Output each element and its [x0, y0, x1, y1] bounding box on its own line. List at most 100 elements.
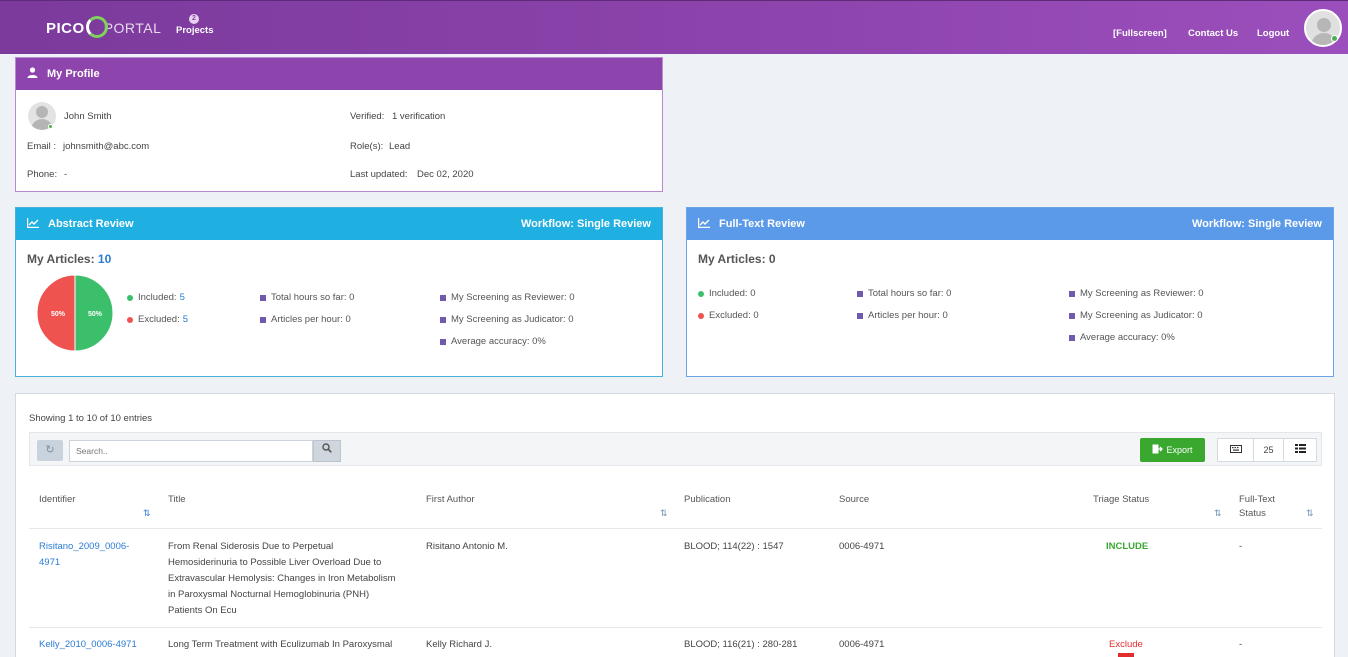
square-bullet-icon — [440, 294, 446, 301]
col-triage-status[interactable]: Triage Status — [1093, 494, 1150, 505]
col-title[interactable]: Title — [168, 494, 186, 505]
included-count[interactable]: 5 — [179, 292, 185, 303]
chart-line-icon — [697, 217, 710, 231]
search-icon — [322, 443, 332, 453]
excluded-label: Excluded: — [138, 314, 180, 325]
entries-info: Showing 1 to 10 of 10 entries — [29, 413, 153, 424]
keyboard-icon[interactable] — [1218, 439, 1254, 461]
sort-identifier-icon[interactable]: ⇅ — [143, 508, 151, 518]
exclude-indicator-bar — [1118, 653, 1134, 657]
pie-slice-included[interactable] — [74, 274, 114, 352]
col-fulltext-status-2[interactable]: Status — [1239, 508, 1266, 519]
export-icon — [1152, 444, 1164, 456]
included-label: Included: — [138, 292, 177, 303]
row1-title-line: Patients On Ecu — [168, 605, 237, 616]
row1-identifier-line1: Risitano_2009_0006- — [39, 541, 130, 552]
row-divider — [29, 627, 1322, 628]
abstract-accuracy: Average accuracy: 0% — [440, 336, 546, 347]
as-judicator-text: My Screening as Judicator: 0 — [451, 314, 574, 325]
fullscreen-link[interactable]: [Fullscreen] — [1113, 28, 1167, 39]
col-source[interactable]: Source — [839, 494, 870, 505]
roles-label: Role(s): — [350, 141, 384, 152]
logout-link[interactable]: Logout — [1257, 28, 1290, 39]
my-profile-panel: My Profile John Smith Email : johnsmith@… — [15, 57, 663, 192]
table-toolbar: ↻ Export 25 — [29, 432, 1322, 466]
excluded-dot-icon — [127, 316, 133, 323]
my-articles-count[interactable]: 10 — [97, 252, 112, 266]
profile-title: My Profile — [47, 68, 100, 80]
articles-per-hour-text: Articles per hour: 0 — [271, 314, 351, 325]
fulltext-as-reviewer: My Screening as Reviewer: 0 — [1069, 288, 1204, 299]
nav-projects[interactable]: 2 Projects — [176, 14, 214, 36]
row1-title-line: in Paroxysmal Nocturnal Hemoglobinuria (… — [168, 589, 370, 600]
row1-triage-status[interactable]: INCLUDE — [1106, 541, 1149, 552]
square-bullet-icon — [857, 312, 863, 319]
square-bullet-icon — [857, 290, 863, 297]
as-judicator-text: My Screening as Judicator: 0 — [1080, 310, 1203, 321]
abstract-articles-per-hour: Articles per hour: 0 — [260, 314, 351, 325]
user-avatar[interactable] — [1304, 9, 1342, 47]
online-status-icon — [1331, 35, 1338, 42]
pie-slice-excluded[interactable] — [36, 274, 76, 352]
row2-author: Kelly Richard J. — [426, 639, 492, 650]
row2-triage-status[interactable]: Exclude — [1109, 639, 1143, 650]
avatar-body-shape — [1311, 33, 1337, 45]
col-first-author[interactable]: First Author — [426, 494, 475, 505]
row1-source: 0006-4971 — [839, 541, 885, 552]
phone-label: Phone: — [27, 169, 58, 180]
avatar-head-shape — [36, 106, 48, 118]
row1-identifier-line2: 4971 — [39, 557, 61, 568]
pie-label-included: 50% — [88, 311, 103, 318]
search-input[interactable] — [69, 440, 313, 462]
fulltext-excluded-stat: Excluded: 0 — [698, 310, 759, 321]
sort-author-icon[interactable]: ⇅ — [660, 508, 668, 518]
fulltext-workflow: Workflow: Single Review — [1192, 218, 1322, 230]
list-view-icon[interactable] — [1284, 439, 1316, 461]
square-bullet-icon — [1069, 334, 1075, 341]
top-navbar: PICO PORTAL 2 Projects [Fullscreen] Cont… — [0, 0, 1348, 54]
email-label: Email : — [27, 141, 57, 152]
as-reviewer-text: My Screening as Reviewer: 0 — [451, 292, 575, 303]
sort-fulltext-icon[interactable]: ⇅ — [1306, 508, 1314, 518]
articles-per-hour-text: Articles per hour: 0 — [868, 310, 948, 321]
row2-identifier[interactable]: Kelly_2010_0006-4971 — [39, 639, 137, 650]
row1-identifier[interactable]: Risitano_2009_0006- 4971 — [39, 539, 129, 571]
profile-avatar — [28, 102, 56, 130]
fulltext-review-header: Full-Text Review Workflow: Single Review — [687, 208, 1333, 240]
abstract-workflow: Workflow: Single Review — [521, 218, 651, 230]
nav-projects-label: Projects — [176, 25, 214, 36]
abstract-my-articles: My Articles: 10 — [27, 252, 111, 266]
fulltext-total-hours: Total hours so far: 0 — [857, 288, 951, 299]
search-button[interactable] — [313, 440, 341, 462]
refresh-icon: ↻ — [45, 444, 55, 456]
col-fulltext-status-1[interactable]: Full-Text — [1239, 494, 1275, 505]
header-divider — [29, 528, 1322, 529]
row1-title: From Renal Siderosis Due to Perpetual He… — [168, 539, 413, 619]
fulltext-review-panel: Full-Text Review Workflow: Single Review… — [686, 207, 1334, 377]
col-publication[interactable]: Publication — [684, 494, 731, 505]
page-size-value[interactable]: 25 — [1254, 439, 1284, 461]
row1-author: Risitano Antonio M. — [426, 541, 508, 552]
contact-us-link[interactable]: Contact Us — [1188, 28, 1239, 39]
row2-title-line: Long Term Treatment with Eculizumab In P… — [168, 639, 393, 650]
row2-publication: BLOOD; 116(21) : 280-281 — [684, 639, 798, 650]
fulltext-review-title: Full-Text Review — [719, 218, 805, 230]
export-button[interactable]: Export — [1140, 438, 1205, 462]
row1-title-line: From Renal Siderosis Due to Perpetual — [168, 541, 334, 552]
row2-source: 0006-4971 — [839, 639, 885, 650]
abstract-review-title: Abstract Review — [48, 218, 134, 230]
logo-ring-icon — [85, 16, 108, 38]
fulltext-articles-per-hour: Articles per hour: 0 — [857, 310, 948, 321]
fulltext-my-articles: My Articles: 0 — [698, 252, 776, 266]
refresh-button[interactable]: ↻ — [37, 440, 63, 461]
abstract-as-judicator: My Screening as Judicator: 0 — [440, 314, 574, 325]
verified-label: Verified: — [350, 111, 385, 122]
export-label: Export — [1166, 445, 1193, 455]
fulltext-included-stat: Included: 0 — [698, 288, 755, 299]
row1-title-line: Hemosiderinuria to Possible Liver Overlo… — [168, 557, 382, 568]
sort-triage-icon[interactable]: ⇅ — [1214, 508, 1222, 518]
excluded-count[interactable]: 5 — [182, 314, 189, 325]
pico-portal-logo[interactable]: PICO PORTAL — [46, 15, 161, 41]
abstract-included-stat: Included: 5 — [127, 292, 185, 303]
col-identifier[interactable]: Identifier — [39, 494, 76, 505]
